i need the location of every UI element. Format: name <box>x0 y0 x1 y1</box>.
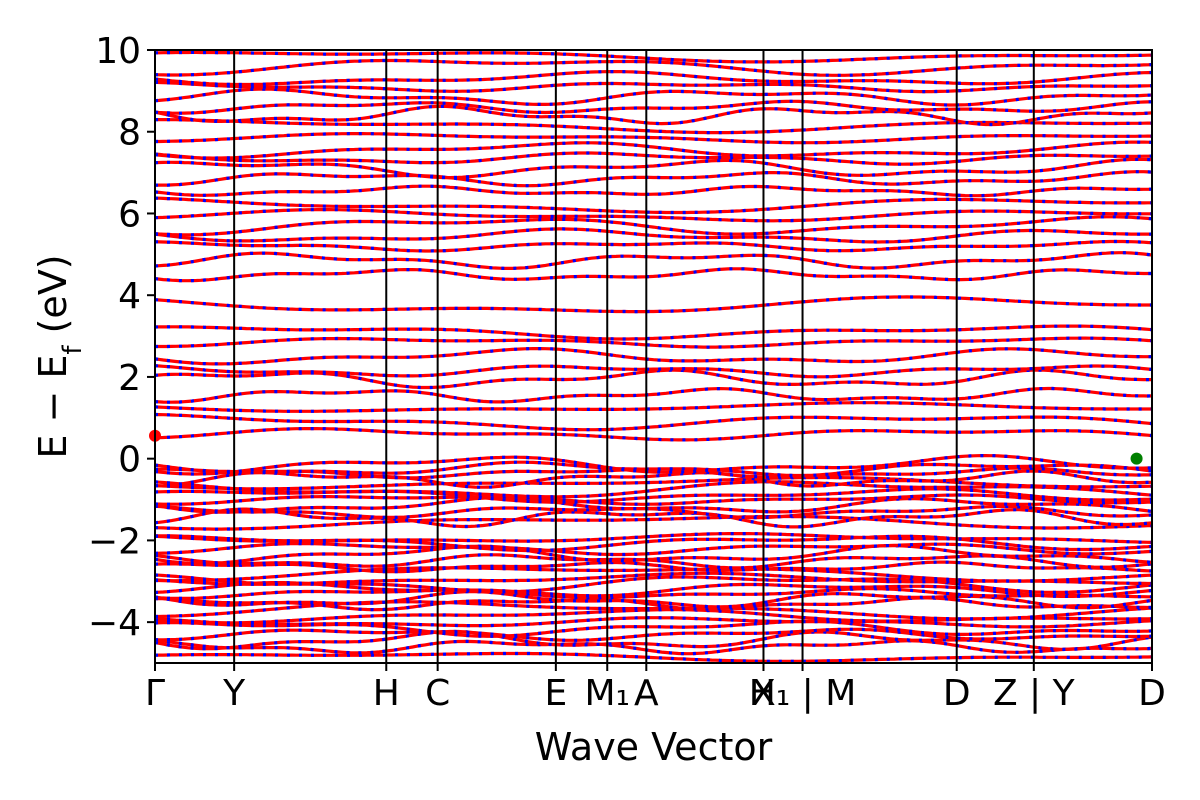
band-line-spin-up <box>155 58 1152 77</box>
x-tick-label: A <box>634 673 659 714</box>
x-tick-label: C <box>425 673 450 714</box>
band-line-spin-up <box>155 629 1152 652</box>
y-axis-label: E − Ef (eV) <box>31 254 88 458</box>
band-line-spin-up <box>155 196 1152 215</box>
band-line-spin-up <box>155 347 1152 366</box>
band-line-spin-up <box>155 587 1152 600</box>
band-line-spin-up <box>155 454 1152 476</box>
band-line-spin-up <box>155 651 1152 663</box>
y-tick-label: 6 <box>118 194 141 235</box>
y-tick-label: 4 <box>118 276 141 317</box>
band-line-spin-up <box>155 132 1152 145</box>
x-tick-label: Y <box>222 673 246 714</box>
x-axis-ticks: Γ Y H C E M₁ A XH₁ | M D Z | Y D <box>145 663 1166 714</box>
band-line-spin-up <box>155 295 1152 314</box>
band-line-spin-up <box>155 364 1152 379</box>
band-line-spin-down <box>155 347 1152 366</box>
band-line-spin-up <box>155 208 1152 223</box>
y-tick-label: 0 <box>118 440 141 481</box>
plot-frame <box>154 49 1153 664</box>
band-line-spin-up <box>155 560 1152 574</box>
x-tick-label: X <box>751 673 776 714</box>
band-line-spin-up <box>155 99 1152 115</box>
x-tick-label: H <box>373 673 400 714</box>
kpath-divider-lines <box>233 50 1035 663</box>
x-tick-label: D <box>1138 673 1166 714</box>
x-tick-label: M₁ <box>584 673 630 714</box>
band-line-spin-up <box>155 544 1152 566</box>
band-line-spin-up <box>155 184 1152 198</box>
x-tick-label: E <box>544 673 567 714</box>
marker-vbm <box>1130 452 1143 465</box>
band-line-spin-up <box>155 427 1152 442</box>
y-tick-label: 8 <box>118 113 141 154</box>
x-tick-label: Γ <box>145 673 165 714</box>
band-line-spin-up <box>155 542 1152 557</box>
y-tick-label: −2 <box>88 521 141 562</box>
x-tick-label: H₁ | M <box>749 673 857 714</box>
band-line-spin-up <box>155 239 1152 253</box>
band-line-spin-up <box>155 627 1152 642</box>
band-line-spin-up <box>155 324 1152 341</box>
band-line-spin-up <box>155 412 1152 432</box>
band-line-spin-up <box>155 386 1152 404</box>
band-line-spin-up <box>155 566 1152 583</box>
band-line-spin-up <box>155 495 1152 514</box>
band-line-spin-up <box>155 170 1152 188</box>
band-line-spin-up <box>155 267 1152 283</box>
band-line-spin-up <box>155 104 1152 127</box>
band-line-spin-up <box>155 118 1152 135</box>
y-tick-label: −4 <box>88 603 141 644</box>
band-line-spin-up <box>155 401 1152 413</box>
band-line-spin-up <box>155 469 1152 489</box>
band-lines <box>155 50 1152 663</box>
band-line-spin-up <box>155 215 1152 237</box>
band-line-spin-up <box>155 596 1152 612</box>
y-tick-label: 2 <box>118 358 141 399</box>
band-line-spin-up <box>155 493 1152 506</box>
x-axis-label: Wave Vector <box>535 725 773 769</box>
band-line-spin-up <box>155 507 1152 529</box>
band-line-spin-up <box>155 638 1152 656</box>
band-line-spin-up <box>155 227 1152 244</box>
band-line-spin-up <box>155 157 1152 180</box>
x-tick-label: D <box>943 673 971 714</box>
y-axis-ticks: −4 −2 0 2 4 6 8 10 <box>88 31 155 644</box>
band-line-spin-up <box>155 336 1152 349</box>
band-line-spin-up <box>155 151 1152 166</box>
band-line-spin-up <box>155 480 1152 499</box>
band-line-spin-up <box>155 475 1152 491</box>
band-line-spin-up <box>155 70 1152 87</box>
y-tick-label: 10 <box>95 31 141 72</box>
band-line-spin-up <box>155 532 1152 544</box>
band-line-spin-up <box>155 514 1152 531</box>
band-line-spin-up <box>155 80 1152 94</box>
x-tick-label: Z | Y <box>993 673 1076 714</box>
band-line-spin-up <box>155 251 1152 270</box>
band-line-spin-up <box>155 460 1152 478</box>
band-line-spin-up <box>155 50 1152 64</box>
band-line-spin-up <box>155 140 1152 160</box>
band-line-spin-up <box>155 87 1152 107</box>
band-line-spin-up <box>155 616 1152 629</box>
